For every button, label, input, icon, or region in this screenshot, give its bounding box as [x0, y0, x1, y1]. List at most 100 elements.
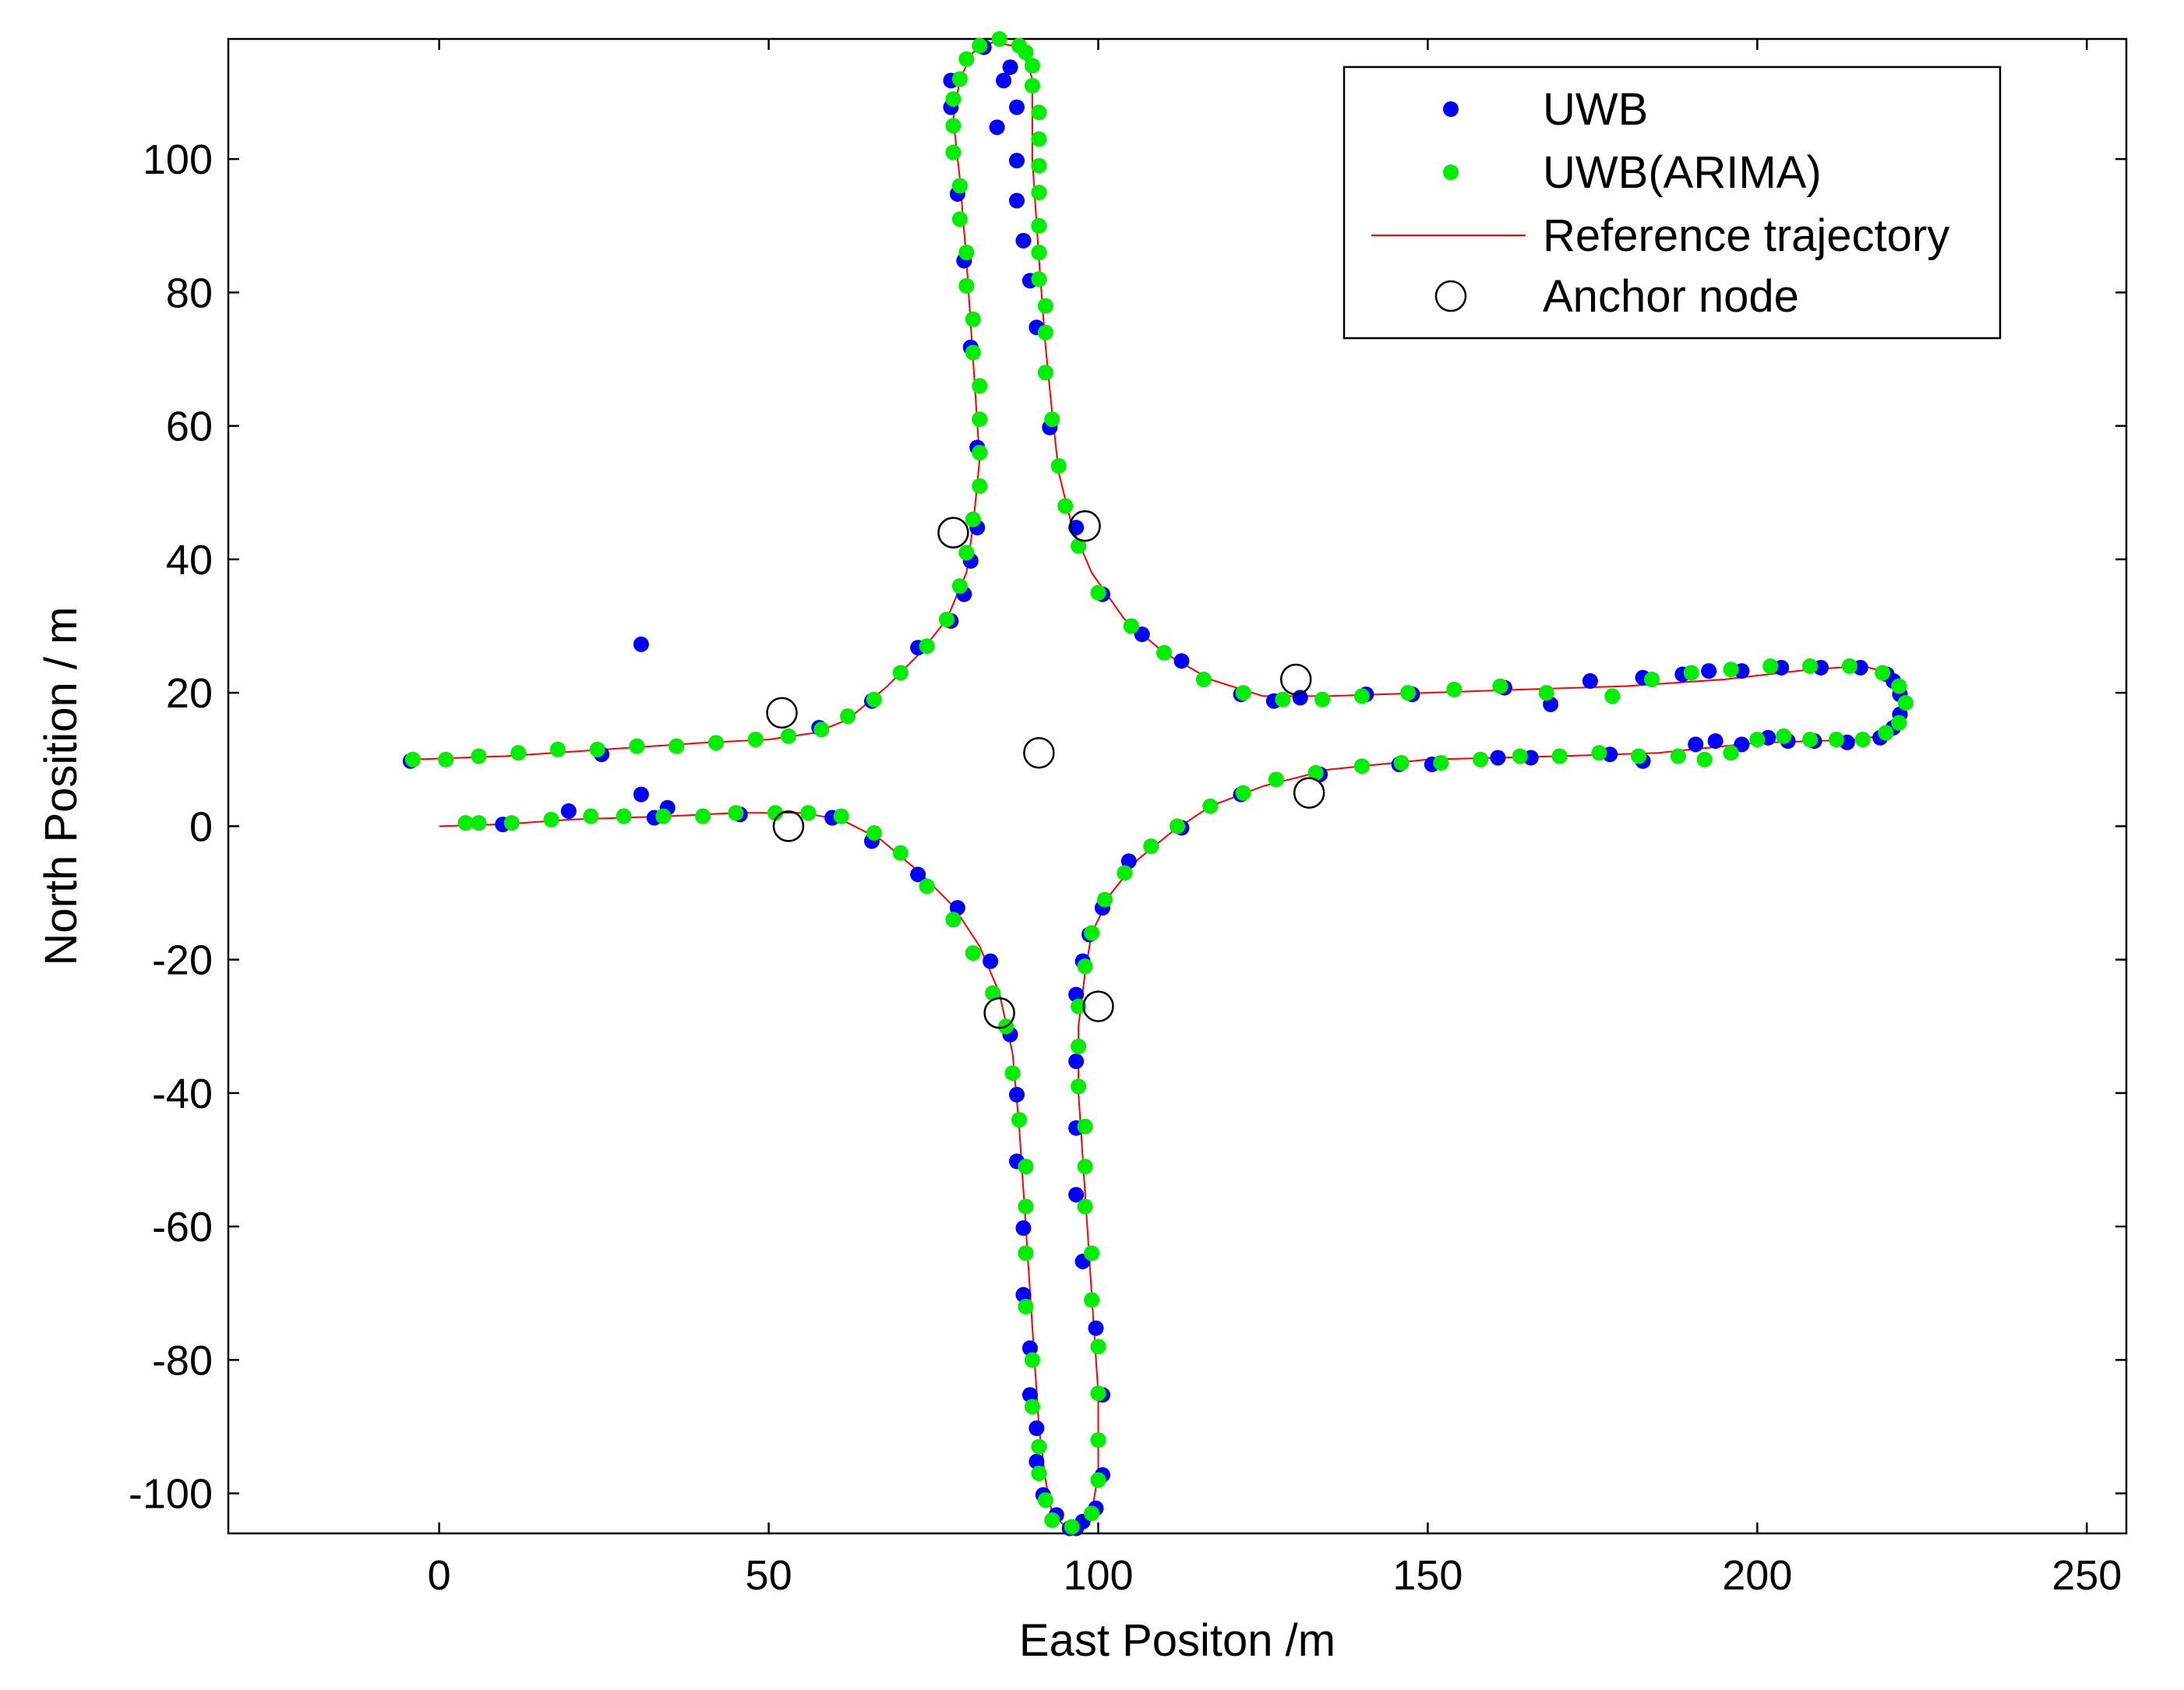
arima-point — [1268, 771, 1284, 788]
arima-point — [951, 211, 968, 228]
arima-point — [866, 824, 882, 841]
uwb-point — [983, 953, 999, 969]
arima-point — [919, 878, 935, 894]
arima-point — [616, 808, 632, 824]
arima-point — [945, 912, 961, 928]
arima-point — [1393, 755, 1410, 771]
arima-point — [892, 845, 909, 861]
legend-arima-marker — [1443, 164, 1459, 180]
arima-point — [1117, 865, 1133, 881]
arima-point — [1044, 411, 1060, 428]
arima-point — [1538, 685, 1554, 701]
y-tick-label: 0 — [189, 803, 213, 850]
arima-point — [1551, 748, 1568, 764]
x-tick-label: 250 — [2052, 1552, 2122, 1599]
arima-point — [1878, 725, 1894, 741]
arima-point — [1077, 1198, 1093, 1215]
y-tick-label: -20 — [152, 937, 213, 984]
x-tick-label: 100 — [1063, 1552, 1133, 1599]
uwb-point — [1028, 1453, 1045, 1469]
arima-point — [1031, 1438, 1047, 1455]
arima-point — [1031, 245, 1047, 260]
arima-point — [549, 741, 566, 757]
arima-point — [1604, 688, 1621, 704]
arima-point — [1037, 365, 1053, 381]
arima-point — [1096, 891, 1113, 908]
arima-point — [919, 638, 935, 654]
arima-point — [1202, 798, 1219, 814]
arima-point — [1084, 1505, 1100, 1522]
arima-point — [1031, 217, 1047, 234]
arima-point — [780, 728, 796, 744]
arima-point — [1018, 1245, 1034, 1261]
uwb-point — [1009, 1086, 1025, 1103]
arima-point — [1631, 748, 1647, 764]
arima-point — [629, 738, 645, 754]
arima-point — [813, 722, 830, 738]
arima-point — [840, 708, 856, 725]
arima-point — [503, 815, 520, 831]
anchor-node — [1293, 777, 1325, 809]
x-axis-label: East Positon /m — [1019, 1615, 1335, 1666]
legend-uwb-marker — [1443, 101, 1459, 117]
arima-point — [1031, 131, 1047, 147]
arima-point — [1071, 998, 1087, 1014]
legend-anchor-label: Anchor node — [1543, 271, 1799, 322]
arima-point — [1897, 694, 1914, 711]
anchor-node — [1082, 990, 1114, 1022]
legend-arima-label: UWB(ARIMA) — [1543, 147, 1822, 198]
arima-point — [707, 735, 724, 751]
arima-point — [1123, 618, 1139, 634]
y-tick-label: 80 — [166, 270, 213, 316]
arima-point — [951, 71, 968, 87]
arima-points-layer — [404, 31, 1914, 1535]
arima-point — [1749, 732, 1766, 748]
arima-point — [945, 118, 961, 134]
arima-point — [1011, 1112, 1027, 1128]
uwb-point — [1490, 750, 1506, 766]
uwb-point — [1015, 232, 1032, 249]
arima-point — [972, 444, 988, 460]
arima-point — [958, 277, 975, 294]
y-tick-label: 60 — [166, 404, 213, 450]
arima-point — [471, 815, 487, 831]
uwb-point — [1009, 192, 1025, 209]
arima-point — [1071, 1038, 1087, 1054]
arima-point — [972, 411, 988, 428]
arima-point — [1090, 1432, 1106, 1448]
arima-point — [1084, 1245, 1100, 1261]
arima-point — [1024, 1352, 1040, 1368]
arima-point — [1084, 1292, 1100, 1308]
legend-uwb-label: UWB — [1543, 84, 1648, 135]
arima-point — [1875, 665, 1891, 681]
arima-point — [1591, 745, 1607, 761]
arima-point — [958, 51, 975, 67]
arima-point — [1446, 681, 1462, 697]
arima-point — [951, 578, 968, 594]
arima-point — [958, 245, 975, 260]
arima-point — [991, 31, 1007, 47]
arima-point — [1084, 925, 1100, 941]
arima-point — [1891, 714, 1907, 731]
arima-point — [1044, 1512, 1060, 1528]
uwb-point — [1002, 59, 1018, 76]
arima-point — [1670, 748, 1686, 764]
arima-point — [1031, 157, 1047, 174]
uwb-point — [949, 900, 965, 916]
arima-point — [1170, 818, 1185, 834]
arima-point — [972, 478, 988, 494]
arima-point — [1037, 324, 1053, 340]
arima-point — [985, 985, 1001, 1001]
arima-point — [1314, 691, 1331, 707]
y-tick-label: 20 — [166, 670, 213, 717]
arima-point — [958, 545, 975, 561]
x-tick-label: 50 — [746, 1552, 792, 1599]
uwb-point — [1009, 99, 1025, 115]
arima-point — [1031, 271, 1047, 288]
arima-point — [1090, 584, 1106, 601]
arima-point — [510, 745, 527, 761]
legend-reference-label: Reference trajectory — [1543, 210, 1949, 261]
arima-point — [1828, 732, 1844, 748]
arima-point — [1037, 1492, 1053, 1508]
